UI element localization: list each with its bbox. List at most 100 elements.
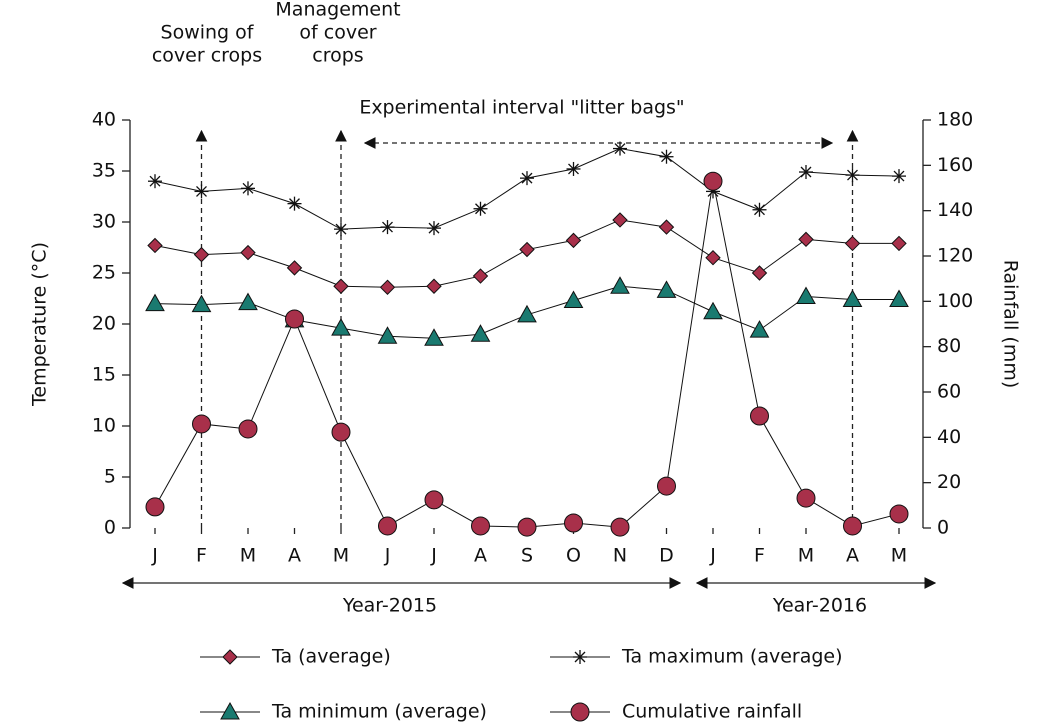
marker-stroke (893, 170, 905, 182)
annotation: cover crops (152, 45, 262, 67)
marker (564, 513, 583, 533)
marker-stroke (196, 185, 207, 197)
x-tick-label: M (240, 545, 256, 567)
marker-stroke (800, 166, 812, 178)
marker (750, 406, 769, 426)
marker (380, 220, 395, 235)
y2-tick-label: 180 (937, 109, 973, 131)
marker (799, 165, 813, 180)
marker-stroke (335, 223, 347, 235)
marker (520, 171, 534, 186)
marker (517, 517, 537, 537)
marker (563, 290, 584, 309)
marker (613, 141, 627, 156)
legend-item: Ta (average) (200, 646, 391, 668)
legend-item: Ta minimum (average) (200, 701, 487, 722)
legend-label: Ta (average) (271, 646, 391, 668)
y2-tick-label: 140 (937, 199, 973, 221)
x-tick-label: A (288, 545, 301, 567)
marker (379, 279, 396, 295)
marker (240, 244, 256, 261)
x-tick-label: M (891, 545, 907, 567)
x-tick-label: M (333, 545, 349, 567)
marker (657, 476, 676, 496)
marker (472, 268, 489, 284)
y-tick-label: 30 (92, 211, 116, 233)
marker (610, 276, 630, 294)
marker (193, 246, 210, 263)
marker (192, 414, 211, 434)
marker-stroke (574, 651, 586, 663)
marker-stroke (754, 204, 765, 216)
marker (220, 701, 240, 720)
marker-stroke (428, 222, 440, 234)
marker (656, 280, 677, 298)
y2-tick-label: 120 (937, 245, 973, 267)
marker-stroke (661, 151, 672, 163)
annotation: Year-2016 (772, 595, 867, 617)
marker-stroke (382, 221, 393, 233)
marker-stroke (475, 203, 486, 215)
marker (426, 278, 442, 294)
marker (892, 169, 906, 184)
marker (517, 304, 537, 323)
legend-label: Ta maximum (average) (621, 646, 843, 668)
marker (424, 328, 444, 346)
x-tick-label: J (430, 545, 437, 567)
annotation: crops (312, 45, 363, 67)
marker (705, 249, 721, 266)
marker (891, 235, 907, 252)
y2-tick-label: 60 (937, 381, 961, 403)
marker-stroke (521, 172, 533, 184)
marker (286, 260, 303, 276)
marker (333, 278, 349, 294)
annotation: Sowing of (161, 22, 255, 44)
y2-tick-label: 160 (937, 154, 973, 176)
marker (610, 517, 630, 537)
marker (570, 702, 590, 722)
marker (889, 504, 909, 524)
legend-label: Ta minimum (average) (271, 701, 487, 722)
legend-label: Cumulative rainfall (622, 701, 802, 722)
x-tick-label: J (709, 545, 716, 567)
y2-axis-label: Rainfall (mm) (1000, 260, 1022, 389)
x-tick-label: J (384, 545, 391, 567)
marker (703, 301, 723, 320)
marker (148, 174, 162, 189)
y2-tick-label: 100 (937, 290, 973, 312)
marker (565, 232, 582, 249)
annotation: Year-2015 (342, 595, 437, 617)
x-tick-label: F (754, 545, 765, 567)
x-tick-label: S (521, 545, 533, 567)
annotation: of cover (299, 22, 376, 44)
marker-stroke (242, 182, 254, 194)
marker (749, 320, 770, 338)
marker (241, 181, 255, 196)
marker (798, 231, 814, 248)
marker (519, 241, 535, 258)
marker (145, 497, 165, 517)
y-tick-label: 15 (92, 364, 116, 386)
series-line (154, 181, 900, 528)
marker-stroke (568, 163, 579, 175)
y-tick-label: 35 (92, 160, 116, 182)
x-tick-label: D (659, 545, 674, 567)
marker (377, 326, 398, 344)
y-tick-label: 0 (104, 517, 116, 539)
x-tick-label: N (613, 545, 627, 567)
marker (658, 219, 675, 235)
marker (796, 286, 816, 304)
marker (331, 422, 351, 442)
marker (844, 235, 861, 252)
marker (752, 202, 767, 217)
y2-tick-label: 0 (937, 517, 949, 539)
marker (612, 212, 628, 228)
marker (147, 237, 163, 254)
y-tick-label: 10 (92, 415, 116, 437)
x-tick-label: A (474, 545, 487, 567)
marker (573, 650, 587, 664)
marker (238, 419, 258, 439)
marker (470, 324, 491, 342)
marker (424, 490, 444, 510)
